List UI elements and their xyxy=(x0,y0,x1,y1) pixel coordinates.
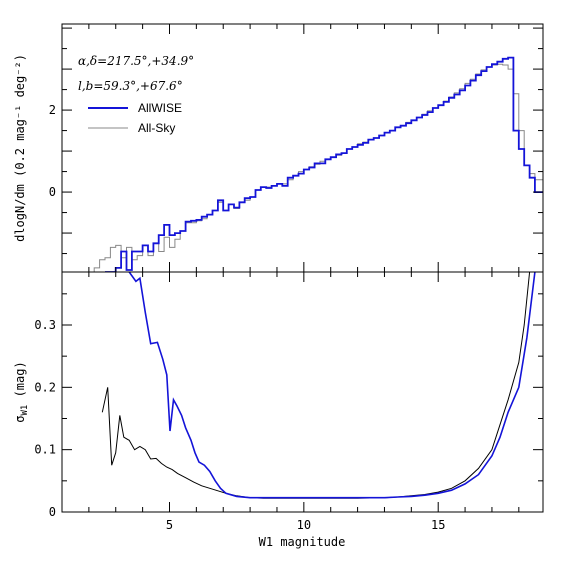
bottom-panel: 5 10 15 0 0.1 0.2 0.3 σW1 (mag) W1 magnitude xyxy=(13,271,544,549)
top-panel: 20 dlogN/dm (0.2 mag⁻¹ deg⁻²) α,δ=217.5°… xyxy=(13,23,544,273)
bottom-series-allwise xyxy=(128,272,536,499)
bottom-ticks: 5 10 15 0 0.1 0.2 0.3 xyxy=(34,272,543,532)
annotation-lb: l,b=59.3°,+67.6° xyxy=(78,79,183,93)
bottom-xlabel: W1 magnitude xyxy=(259,535,346,549)
bottom-ytick-label-0-1: 0.1 xyxy=(34,443,56,457)
bottom-ytick-label-0-3: 0.3 xyxy=(34,318,56,332)
legend-label-allwise: AllWISE xyxy=(138,101,182,115)
bottom-frame xyxy=(61,271,544,513)
xtick-label-10: 10 xyxy=(297,518,311,532)
bottom-ytick-label-0-2: 0.2 xyxy=(34,380,56,394)
top-ticks: 20 xyxy=(49,24,543,272)
top-ytick-label-2: 2 xyxy=(49,103,56,117)
bottom-ylabel: σW1 (mag) xyxy=(13,361,30,422)
bottom-series-all-sky xyxy=(101,272,531,499)
bottom-ytick-label-0: 0 xyxy=(49,505,56,519)
bottom-series-group xyxy=(101,272,536,499)
top-series-group xyxy=(83,56,543,272)
top-ylabel: dlogN/dm (0.2 mag⁻¹ deg⁻²) xyxy=(13,54,27,242)
legend-label-allsky: All-Sky xyxy=(138,121,175,135)
xtick-label-15: 15 xyxy=(431,518,445,532)
xtick-label-5: 5 xyxy=(166,518,173,532)
top-series-allwise xyxy=(105,56,543,272)
top-ytick-label-0: 0 xyxy=(49,185,56,199)
annotation-radec: α,δ=217.5°,+34.9° xyxy=(78,54,194,68)
